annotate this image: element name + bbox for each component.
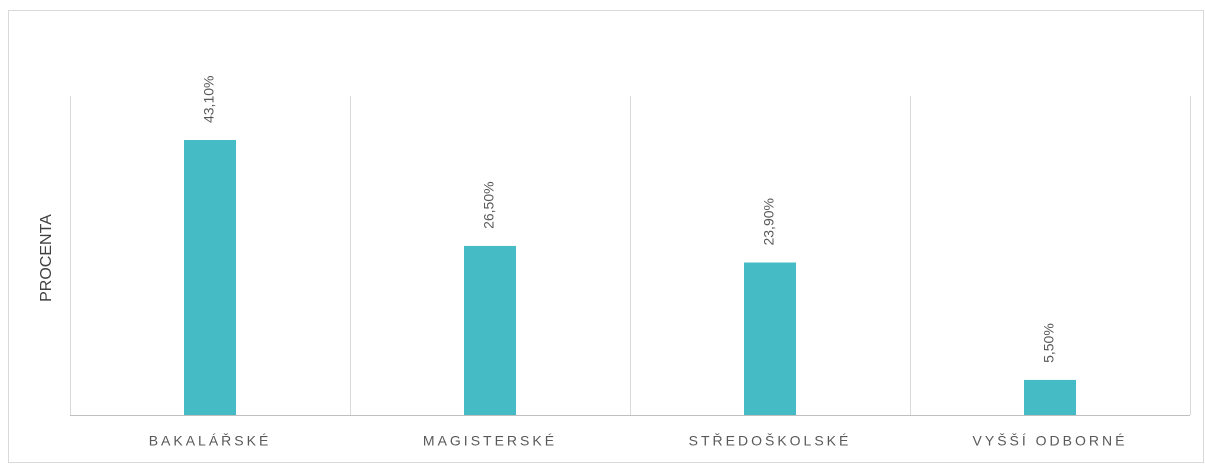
bar [464,245,516,415]
x-tick-label: MAGISTERSKÉ [423,433,557,449]
data-label: 43,10% [201,76,217,123]
bar [184,140,236,415]
bar [744,262,796,415]
bar [1024,379,1076,415]
x-tick-label: BAKALÁŘSKÉ [149,433,272,449]
x-tick-label: STŘEDOŠKOLSKÉ [689,433,852,449]
y-axis-title: PROCENTA [38,214,55,302]
data-label: 26,50% [481,181,497,228]
data-label: 23,90% [761,198,777,245]
chart-frame [8,10,1204,463]
data-label: 5,50% [1041,323,1057,363]
x-tick-label: VYŠŠÍ ODBORNÉ [973,433,1128,449]
